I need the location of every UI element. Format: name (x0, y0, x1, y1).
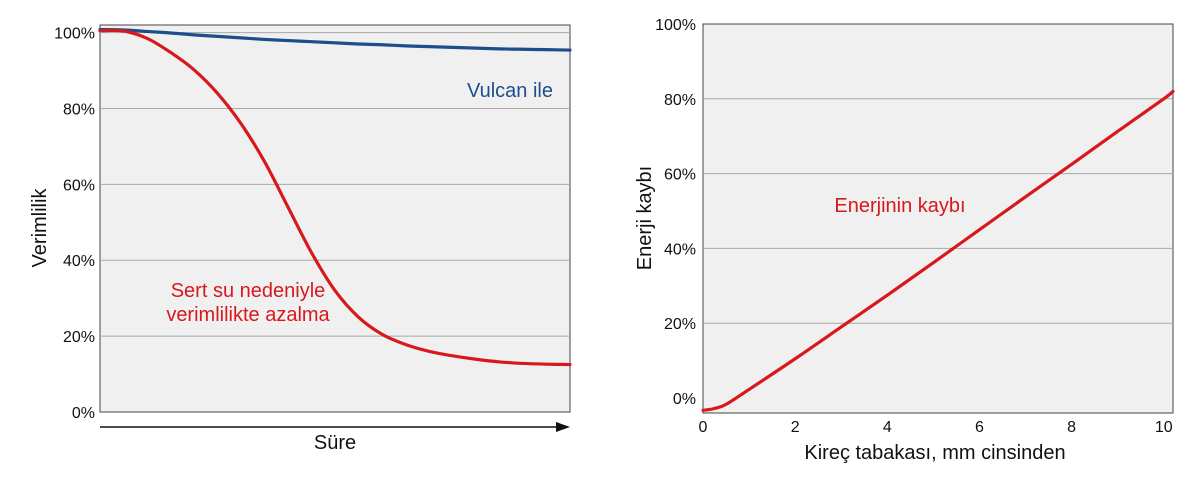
y-tick-label: 0% (673, 391, 696, 408)
energy-loss-series-line (701, 89, 1175, 412)
energy-loss-chart: 0%20%40%60%80%100% 0 2 4 6 8 10 Enerji kaybı … (634, 17, 1175, 464)
right-x-axis-label: Kireç tabakası, mm cinsinden (804, 442, 1065, 464)
energy-loss-annotation: Enerjinin kaybı (834, 195, 965, 217)
hard-water-series-line (98, 28, 572, 367)
efficiency-chart: 0% 20% 40% 60% 80% 100% Verimlilik Süre Vulca… (29, 24, 572, 454)
plot-area-right (702, 23, 1174, 414)
y-tick-label: 100% (655, 17, 696, 34)
y-tick-label: 80% (63, 101, 95, 118)
left-series-lines (98, 27, 572, 367)
left-x-axis-label: Süre (314, 432, 356, 454)
vulcan-series-line (98, 27, 572, 52)
right-gridlines (703, 98, 1173, 324)
y-tick-label: 20% (63, 329, 95, 346)
x-tick-label: 8 (1067, 419, 1076, 436)
x-tick-label: 10 (1155, 419, 1173, 436)
left-y-ticks: 0% 20% 40% 60% 80% 100% (54, 26, 95, 422)
right-x-ticks: 0 2 4 6 8 10 (699, 419, 1173, 436)
y-tick-label: 60% (63, 177, 95, 194)
y-tick-label: 60% (664, 167, 696, 184)
y-tick-label: 0% (72, 405, 95, 422)
hard-water-annotation-line1: Sert su nedeniyle (171, 280, 326, 302)
vulcan-annotation: Vulcan ile (467, 80, 553, 102)
x-tick-label: 6 (975, 419, 984, 436)
right-y-axis-label: Enerji kaybı (634, 166, 656, 271)
left-y-axis-label: Verimlilik (29, 188, 51, 268)
right-series-lines (701, 89, 1175, 412)
right-y-ticks: 0% 20% 40% 60% 80% 100% (655, 17, 696, 408)
x-tick-label: 0 (699, 419, 708, 436)
time-arrow-head (556, 422, 570, 432)
y-tick-label: 40% (664, 241, 696, 258)
y-tick-label: 20% (664, 316, 696, 333)
x-tick-label: 2 (791, 419, 800, 436)
plot-area-left (99, 24, 571, 413)
x-tick-label: 4 (883, 419, 892, 436)
y-tick-label: 100% (54, 26, 95, 43)
hard-water-annotation-line2: verimlilikte azalma (166, 304, 330, 326)
y-tick-label: 40% (63, 253, 95, 270)
y-tick-label: 80% (664, 92, 696, 109)
